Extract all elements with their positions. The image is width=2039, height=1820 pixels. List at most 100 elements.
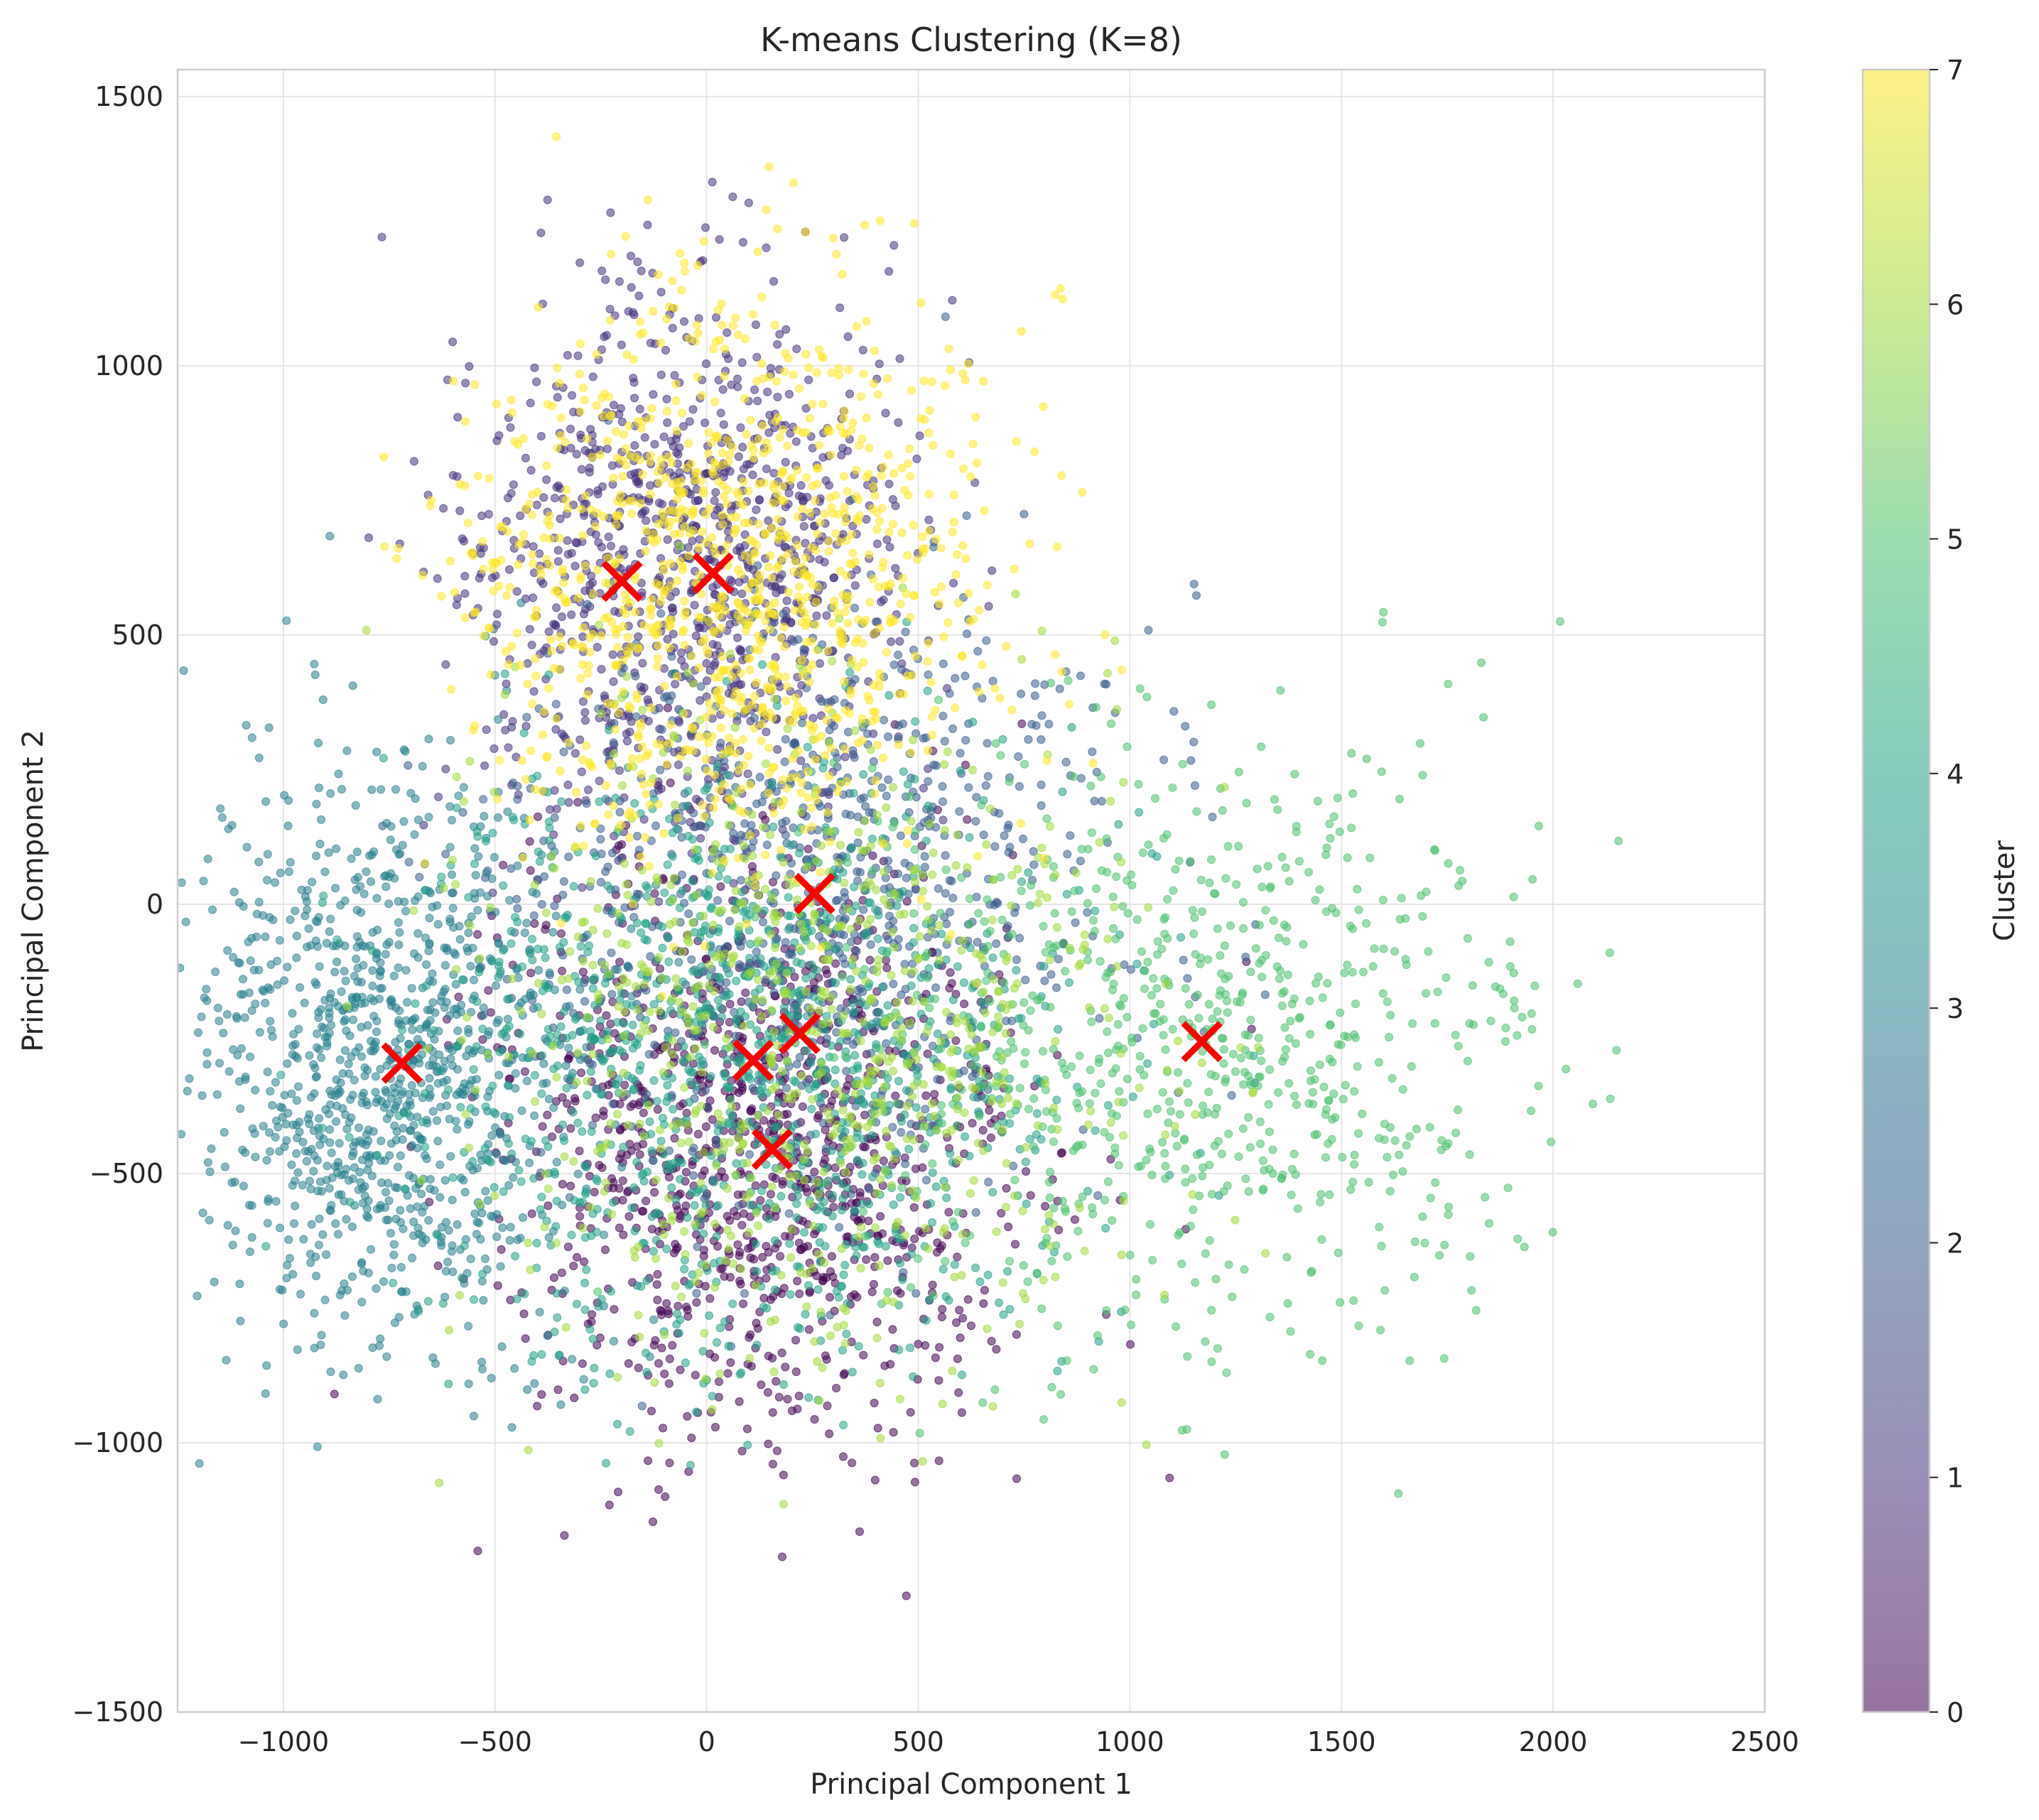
data-point bbox=[384, 1179, 393, 1188]
data-point bbox=[275, 936, 284, 945]
data-point bbox=[515, 1029, 525, 1039]
data-point bbox=[593, 1340, 602, 1350]
data-point bbox=[768, 1267, 777, 1276]
data-point bbox=[660, 888, 669, 897]
data-point bbox=[928, 1280, 937, 1289]
data-point bbox=[1260, 990, 1270, 1000]
data-point bbox=[1088, 747, 1097, 757]
data-point bbox=[634, 291, 644, 300]
data-point bbox=[677, 1158, 686, 1167]
data-point bbox=[424, 1215, 433, 1225]
data-point bbox=[553, 1061, 563, 1071]
data-point bbox=[775, 1252, 785, 1261]
data-point bbox=[650, 1040, 659, 1050]
data-point bbox=[372, 747, 382, 757]
data-point bbox=[530, 919, 539, 928]
data-point bbox=[893, 650, 903, 660]
data-point bbox=[759, 1116, 769, 1125]
data-point bbox=[179, 666, 188, 676]
data-point bbox=[737, 1220, 747, 1230]
data-point bbox=[492, 1149, 502, 1159]
data-point bbox=[309, 1126, 318, 1135]
data-point bbox=[363, 1021, 372, 1030]
data-point bbox=[618, 1176, 627, 1186]
data-point bbox=[658, 1424, 668, 1433]
data-point bbox=[919, 734, 928, 743]
data-point bbox=[853, 1061, 862, 1071]
data-point bbox=[939, 816, 948, 825]
data-point bbox=[212, 1090, 222, 1099]
data-point bbox=[624, 307, 633, 316]
data-point bbox=[1083, 908, 1092, 917]
data-point bbox=[749, 1255, 759, 1264]
data-point bbox=[933, 1075, 942, 1084]
data-point bbox=[377, 1136, 386, 1146]
data-point bbox=[313, 1442, 322, 1451]
data-point bbox=[909, 1372, 918, 1381]
data-point bbox=[1070, 1215, 1080, 1224]
data-point bbox=[845, 389, 855, 399]
data-point bbox=[668, 1105, 678, 1114]
data-point bbox=[580, 445, 590, 455]
data-point bbox=[239, 990, 248, 999]
data-point bbox=[387, 1263, 396, 1273]
data-point bbox=[728, 828, 738, 838]
data-point bbox=[529, 1174, 539, 1183]
data-point bbox=[1015, 781, 1024, 791]
data-point bbox=[683, 1412, 692, 1421]
data-point bbox=[438, 504, 448, 513]
data-point bbox=[318, 695, 328, 705]
data-point bbox=[755, 494, 764, 504]
data-point bbox=[686, 1068, 696, 1077]
data-point bbox=[228, 1240, 237, 1250]
data-point bbox=[879, 1156, 888, 1166]
data-point bbox=[942, 919, 951, 928]
data-point bbox=[828, 1191, 838, 1200]
data-point bbox=[616, 403, 626, 413]
data-point bbox=[662, 394, 671, 403]
data-point bbox=[734, 1201, 743, 1210]
data-point bbox=[394, 1097, 403, 1106]
data-point bbox=[492, 1018, 502, 1027]
data-point bbox=[354, 1363, 363, 1373]
data-point bbox=[535, 1307, 544, 1317]
data-point bbox=[312, 980, 321, 990]
data-point bbox=[275, 1147, 284, 1156]
data-point bbox=[959, 978, 969, 987]
data-point bbox=[484, 986, 493, 995]
data-point bbox=[692, 1289, 701, 1298]
data-point bbox=[899, 1268, 908, 1277]
data-point bbox=[498, 860, 508, 870]
data-points bbox=[178, 132, 1623, 1600]
data-point bbox=[537, 1350, 546, 1359]
data-point bbox=[536, 228, 546, 237]
data-point bbox=[986, 1133, 996, 1142]
data-point bbox=[821, 1155, 830, 1164]
data-point bbox=[513, 861, 522, 870]
data-point bbox=[429, 1026, 438, 1035]
data-point bbox=[710, 496, 719, 506]
data-point bbox=[541, 925, 550, 934]
data-point bbox=[1012, 1330, 1022, 1339]
data-point bbox=[193, 1291, 202, 1301]
data-point bbox=[379, 1103, 389, 1112]
data-point bbox=[859, 905, 868, 914]
data-point bbox=[686, 1461, 696, 1470]
data-point bbox=[1003, 921, 1012, 931]
data-point bbox=[718, 1264, 727, 1273]
data-point bbox=[840, 893, 850, 902]
data-point bbox=[1125, 1340, 1135, 1349]
data-point bbox=[367, 1046, 376, 1056]
data-point bbox=[390, 1121, 399, 1130]
data-point bbox=[577, 767, 586, 776]
data-point bbox=[1076, 671, 1086, 681]
data-point bbox=[1001, 1016, 1011, 1026]
data-point bbox=[738, 238, 748, 247]
data-point bbox=[654, 897, 664, 906]
data-point bbox=[1189, 579, 1199, 589]
data-point bbox=[838, 1452, 848, 1461]
data-point bbox=[865, 1184, 874, 1193]
data-point bbox=[488, 828, 497, 838]
data-point bbox=[553, 481, 563, 490]
data-point bbox=[715, 503, 724, 512]
